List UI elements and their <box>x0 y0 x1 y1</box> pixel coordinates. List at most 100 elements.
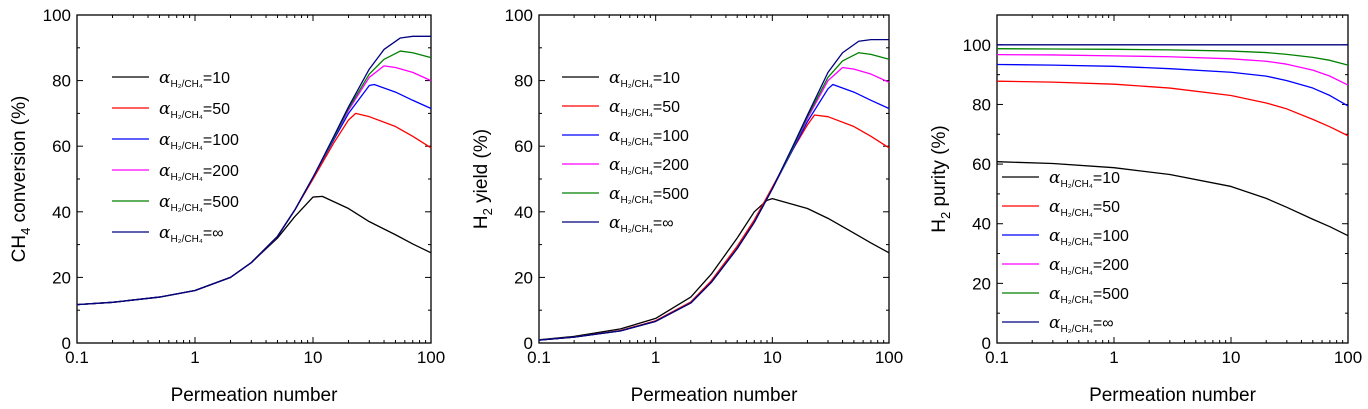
legend-alpha-symbol: α <box>159 68 171 88</box>
legend-subscript: H₂/CH₄ <box>1060 208 1092 219</box>
y-axis-title-rest: purity (%) <box>929 125 950 212</box>
y-tick-label: 60 <box>972 155 991 174</box>
legend-subscript: H₂/CH₄ <box>620 137 652 148</box>
legend-entry: αH₂/CH₄=50 <box>609 97 680 119</box>
chart-panel-3: 0.1 1 10 100 0 20 40 60 80 100 Permeation number H2… <box>929 14 1362 406</box>
legend-alpha-symbol: α <box>609 184 621 204</box>
legend-entry: αH₂/CH₄=10 <box>1049 168 1120 190</box>
y-tick-label: 100 <box>505 6 533 25</box>
series-line-1 <box>76 195 432 306</box>
legend: αH₂/CH₄=10αH₂/CH₄=50αH₂/CH₄=100αH₂/CH₄=2… <box>562 68 689 235</box>
legend-value: =∞ <box>203 225 224 242</box>
legend-value: =10 <box>203 70 230 87</box>
series-line-4 <box>996 54 1349 86</box>
legend-entry: αH₂/CH₄=100 <box>609 126 689 148</box>
legend-value: =200 <box>203 163 239 180</box>
y-axis-title-main: H <box>471 215 492 229</box>
legend-value: =500 <box>1093 286 1129 303</box>
legend-value: =∞ <box>1093 315 1114 332</box>
legend-alpha-symbol: α <box>609 97 621 117</box>
x-tick-label: 0.1 <box>527 348 551 367</box>
legend-alpha-symbol: α <box>1049 284 1061 304</box>
legend-alpha-symbol: α <box>159 99 171 119</box>
chart-panel-2: 0.1 1 10 100 0 20 40 60 80 100 Permeation number H2… <box>471 6 903 406</box>
legend-entry: αH₂/CH₄=200 <box>159 161 239 183</box>
legend-value: =100 <box>203 132 239 149</box>
y-tick-label: 40 <box>514 203 533 222</box>
series-line-5 <box>76 50 432 306</box>
legend-entry: αH₂/CH₄=50 <box>1049 197 1120 219</box>
y-tick-label: 20 <box>52 268 71 287</box>
y-tick-label: 40 <box>972 215 991 234</box>
legend-entry: αH₂/CH₄=100 <box>159 130 239 152</box>
legend-entry: αH₂/CH₄=∞ <box>609 213 674 235</box>
legend-entry: αH₂/CH₄=100 <box>1049 226 1129 248</box>
y-axis-title: H2 purity (%) <box>929 125 953 233</box>
series-line-3 <box>996 63 1349 107</box>
x-axis-title: Permeation number <box>1089 385 1257 406</box>
y-tick-label: 60 <box>514 137 533 156</box>
legend-value: =500 <box>653 186 689 203</box>
legend-value: =10 <box>653 70 680 87</box>
legend-subscript: H₂/CH₄ <box>170 79 202 90</box>
legend-subscript: H₂/CH₄ <box>620 224 652 235</box>
y-axis-title-rest: yield (%) <box>471 129 492 208</box>
legend-entry: αH₂/CH₄=50 <box>159 99 230 121</box>
y-tick-label: 100 <box>43 6 71 25</box>
legend-subscript: H₂/CH₄ <box>620 195 652 206</box>
x-tick-label: 0.1 <box>65 348 89 367</box>
legend-subscript: H₂/CH₄ <box>620 108 652 119</box>
legend-alpha-symbol: α <box>159 192 171 212</box>
legend-subscript: H₂/CH₄ <box>620 166 652 177</box>
series-line-6 <box>76 35 431 306</box>
legend-subscript: H₂/CH₄ <box>170 141 202 152</box>
y-axis-title-sub: 4 <box>18 228 33 235</box>
legend-value: =50 <box>653 99 680 116</box>
legend-alpha-symbol: α <box>1049 226 1061 246</box>
y-tick-label: 80 <box>972 95 991 114</box>
y-axis-title-main: H <box>929 219 950 233</box>
legend-subscript: H₂/CH₄ <box>1060 295 1092 306</box>
legend-entry: αH₂/CH₄=500 <box>609 184 689 206</box>
legend-value: =100 <box>653 128 689 145</box>
legend-value: =200 <box>653 157 689 174</box>
y-axis-title-sub: 2 <box>938 212 953 219</box>
y-tick-label: 80 <box>52 72 71 91</box>
series-line-4 <box>76 65 432 306</box>
series-line-1 <box>538 198 890 341</box>
plot-frame <box>538 14 890 344</box>
y-tick-label: 60 <box>52 137 71 156</box>
y-tick-label: 80 <box>514 72 533 91</box>
legend-value: =100 <box>1093 228 1129 245</box>
legend-subscript: H₂/CH₄ <box>170 110 202 121</box>
y-tick-label: 0 <box>982 334 991 353</box>
x-axis-title: Permeation number <box>631 385 799 406</box>
series-line-2 <box>996 80 1349 137</box>
plot-frame <box>76 14 432 344</box>
legend-alpha-symbol: α <box>1049 168 1061 188</box>
legend-subscript: H₂/CH₄ <box>170 234 202 245</box>
x-tick-label: 0.1 <box>985 348 1009 367</box>
y-axis-title-sub: 2 <box>480 208 495 215</box>
legend-subscript: H₂/CH₄ <box>170 172 202 183</box>
x-tick-label: 100 <box>1334 348 1362 367</box>
legend-alpha-symbol: α <box>609 126 621 146</box>
y-tick-label: 20 <box>972 274 991 293</box>
legend-entry: αH₂/CH₄=200 <box>1049 255 1129 277</box>
chart-panel-1: 0.1 1 10 100 0 20 40 60 80 100 Permeation number CH… <box>9 6 445 406</box>
x-axis-title: Permeation number <box>171 385 339 406</box>
legend-alpha-symbol: α <box>1049 255 1061 275</box>
legend-alpha-symbol: α <box>609 213 621 233</box>
x-tick-label: 10 <box>763 348 782 367</box>
legend-value: =10 <box>1093 170 1120 187</box>
legend: αH₂/CH₄=10αH₂/CH₄=50αH₂/CH₄=100αH₂/CH₄=2… <box>112 68 239 245</box>
y-tick-label: 0 <box>62 334 71 353</box>
legend-subscript: H₂/CH₄ <box>1060 179 1092 190</box>
x-tick-label: 100 <box>417 348 445 367</box>
series-line-4 <box>538 66 890 341</box>
legend-alpha-symbol: α <box>159 223 171 243</box>
legend-alpha-symbol: α <box>609 155 621 175</box>
series-line-2 <box>76 112 432 306</box>
legend-value: =200 <box>1093 257 1129 274</box>
